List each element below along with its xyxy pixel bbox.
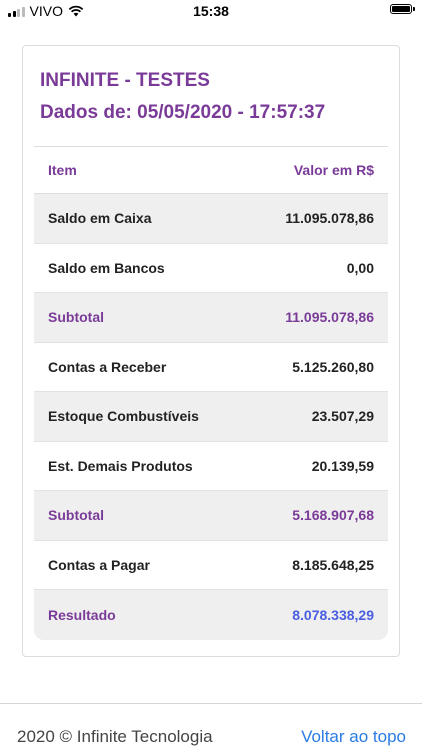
copyright-text: 2020 © Infinite Tecnologia — [17, 727, 213, 746]
row-value: 0,00 — [346, 259, 374, 276]
table-row: Est. Demais Produtos 20.139,59 — [34, 442, 388, 491]
row-value: 5.125.260,80 — [292, 358, 374, 375]
table-row: Estoque Combustíveis 23.507,29 — [34, 392, 388, 442]
row-value: 8.185.648,25 — [292, 556, 374, 573]
data-timestamp: Dados de: 05/05/2020 - 17:57:37 — [40, 102, 326, 123]
row-value: 5.168.907,68 — [292, 507, 374, 524]
table-header: Item Valor em R$ — [34, 146, 388, 194]
row-value: 11.095.078,86 — [285, 210, 374, 227]
row-label: Estoque Combustíveis — [48, 408, 199, 425]
table-row: Saldo em Caixa 11.095.078,86 — [34, 194, 388, 244]
subtotal-row: Subtotal 11.095.078,86 — [34, 293, 388, 343]
row-label: Resultado — [48, 606, 116, 623]
wifi-icon — [68, 5, 84, 17]
row-label: Saldo em Caixa — [48, 210, 152, 227]
signal-icon — [8, 6, 25, 17]
company-title: INFINITE - TESTES — [40, 70, 210, 91]
financial-table: Item Valor em R$ Saldo em Caixa 11.095.0… — [34, 146, 388, 640]
back-to-top-link[interactable]: Voltar ao topo — [301, 727, 406, 746]
row-value: 23.507,29 — [311, 408, 374, 425]
row-label: Contas a Receber — [48, 358, 167, 375]
row-label: Subtotal — [48, 507, 104, 524]
battery-icon — [390, 4, 415, 14]
result-row: Resultado 8.078.338,29 — [34, 590, 388, 640]
row-label: Saldo em Bancos — [48, 259, 165, 276]
footer-divider — [0, 703, 422, 704]
row-value: 20.139,59 — [311, 457, 374, 474]
header-value: Valor em R$ — [293, 162, 374, 178]
subtotal-row: Subtotal 5.168.907,68 — [34, 491, 388, 541]
table-row: Contas a Receber 5.125.260,80 — [34, 343, 388, 392]
report-card: INFINITE - TESTES Dados de: 05/05/2020 -… — [22, 45, 400, 657]
table-row: Contas a Pagar 8.185.648,25 — [34, 541, 388, 590]
row-label: Contas a Pagar — [48, 556, 150, 573]
table-row: Saldo em Bancos 0,00 — [34, 244, 388, 293]
row-label: Est. Demais Produtos — [48, 457, 193, 474]
status-bar: VIVO 15:38 — [0, 0, 422, 24]
status-bar-left: VIVO — [8, 3, 84, 19]
carrier-name: VIVO — [29, 3, 63, 19]
row-value: 8.078.338,29 — [292, 606, 374, 623]
row-label: Subtotal — [48, 309, 104, 326]
status-time: 15:38 — [193, 3, 229, 19]
header-item: Item — [48, 162, 77, 178]
row-value: 11.095.078,86 — [285, 309, 374, 326]
